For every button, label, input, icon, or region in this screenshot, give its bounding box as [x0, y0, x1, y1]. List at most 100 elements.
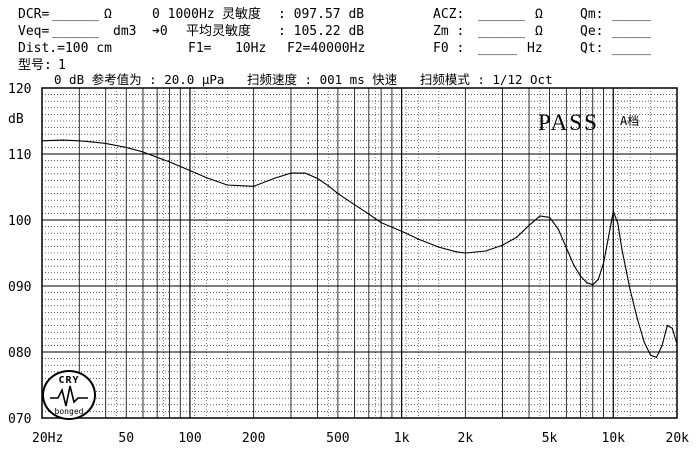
veq-value-blank: ______ — [52, 24, 99, 39]
zm-label: Zm : — [433, 24, 465, 39]
acz-unit: Ω — [535, 7, 543, 22]
dcr-label: DCR= — [18, 7, 50, 22]
data-point — [273, 177, 275, 180]
data-point — [557, 228, 559, 230]
veq-unit: dm3 — [113, 24, 137, 39]
data-point — [226, 184, 228, 186]
zm-value-blank: ______ — [478, 24, 525, 39]
qt-label: Qt: — [580, 41, 604, 56]
data-point — [528, 224, 530, 226]
data-point — [92, 141, 95, 143]
avg-sensitivity-label: 平均灵敏度 — [186, 24, 252, 39]
data-point — [327, 185, 329, 187]
zm-unit: Ω — [535, 24, 543, 39]
data-points — [41, 139, 678, 358]
reference-line: 0 dB 参考值为 : 20.0 μPa 扫频速度 : 001 ms 快速 扫频… — [54, 72, 553, 87]
y-tick-label: 080 — [8, 346, 31, 361]
qe-label: Qe: — [580, 24, 604, 39]
x-tick-label: 50 — [118, 431, 134, 446]
y-tick-label: 100 — [8, 214, 31, 229]
data-point — [142, 151, 144, 153]
qm-label: Qm: — [580, 7, 604, 22]
logo-wave-icon — [50, 385, 88, 407]
sensitivity-freq: 0 1000Hz — [152, 7, 215, 22]
distance: Dist.=100 cm — [18, 41, 112, 56]
sensitivity-value: : 097.57 dB — [278, 7, 365, 22]
data-point — [502, 244, 504, 246]
y-tick-label: 120 — [8, 82, 31, 97]
data-point — [156, 156, 158, 158]
data-point — [597, 278, 599, 280]
data-point — [78, 140, 80, 142]
x-tick-label: 10k — [602, 431, 626, 446]
data-point — [612, 210, 614, 213]
data-point — [105, 142, 107, 145]
avg-sensitivity-prefix: ➜0 — [152, 24, 168, 39]
data-point — [636, 318, 638, 320]
data-point — [290, 172, 292, 174]
data-point — [676, 343, 678, 345]
data-point — [485, 250, 487, 252]
acz-value-blank: ______ — [478, 7, 525, 22]
data-point — [602, 262, 605, 264]
dcr-value-blank: ______ — [52, 7, 99, 22]
model-label: 型号: — [18, 58, 52, 73]
data-point — [539, 215, 541, 217]
x-tick-label: 20k — [666, 431, 690, 446]
data-point — [337, 193, 339, 195]
company-logo: CRY bonged — [42, 370, 96, 420]
f0-label: F0 : — [433, 41, 465, 56]
data-point — [629, 288, 631, 290]
logo-top-text: CRY — [58, 375, 80, 386]
f1-value: F1= 10Hz — [188, 41, 267, 56]
data-point — [417, 238, 419, 240]
data-point — [455, 251, 457, 253]
data-point — [61, 139, 64, 141]
data-point — [304, 172, 306, 174]
y-tick-label: 090 — [8, 280, 31, 295]
data-point — [621, 249, 623, 251]
data-point — [253, 185, 255, 187]
y-tick-label: 070 — [8, 412, 31, 427]
x-tick-label: 100 — [178, 431, 201, 446]
x-tick-label: 2k — [458, 431, 474, 446]
veq-label: Veq= — [18, 24, 50, 39]
data-point — [649, 354, 652, 356]
data-point — [661, 344, 663, 346]
x-tick-label: 200 — [242, 431, 265, 446]
data-point — [168, 161, 171, 163]
x-tick-label: 5k — [542, 431, 558, 446]
f2-value: F2=40000Hz — [287, 41, 366, 56]
grid-major — [41, 87, 678, 419]
f0-value-blank: _____ — [478, 41, 518, 56]
data-point — [592, 284, 594, 286]
y-axis-label: dB — [8, 112, 24, 127]
data-point — [464, 252, 466, 254]
data-point — [125, 146, 127, 148]
sensitivity-label: 灵敏度 — [222, 7, 262, 22]
series-line — [41, 139, 678, 358]
dcr-unit: Ω — [104, 7, 112, 22]
qe-value-blank: _____ — [612, 24, 652, 39]
x-tick-labels: 20Hz 50 100 200 500 1k 2k 5k 10k 20k — [32, 431, 689, 446]
data-point — [354, 204, 356, 206]
data-point — [671, 327, 673, 329]
data-point — [579, 275, 582, 277]
f0-unit: Hz — [527, 41, 543, 56]
data-point — [41, 140, 43, 142]
data-point — [666, 325, 668, 327]
data-point — [516, 236, 518, 238]
data-point — [316, 177, 318, 180]
x-tick-label: 500 — [326, 431, 349, 446]
data-point — [401, 230, 403, 232]
data-point — [380, 222, 382, 224]
acz-label: ACZ: — [433, 7, 465, 22]
avg-sensitivity-value: : 105.22 dB — [278, 24, 365, 39]
data-point — [586, 282, 588, 284]
x-tick-label: 20Hz — [32, 431, 63, 446]
data-point — [368, 213, 370, 215]
data-point — [565, 247, 567, 249]
y-tick-labels: 120 110 100 090 080 070 — [8, 82, 31, 427]
data-point — [189, 169, 191, 172]
